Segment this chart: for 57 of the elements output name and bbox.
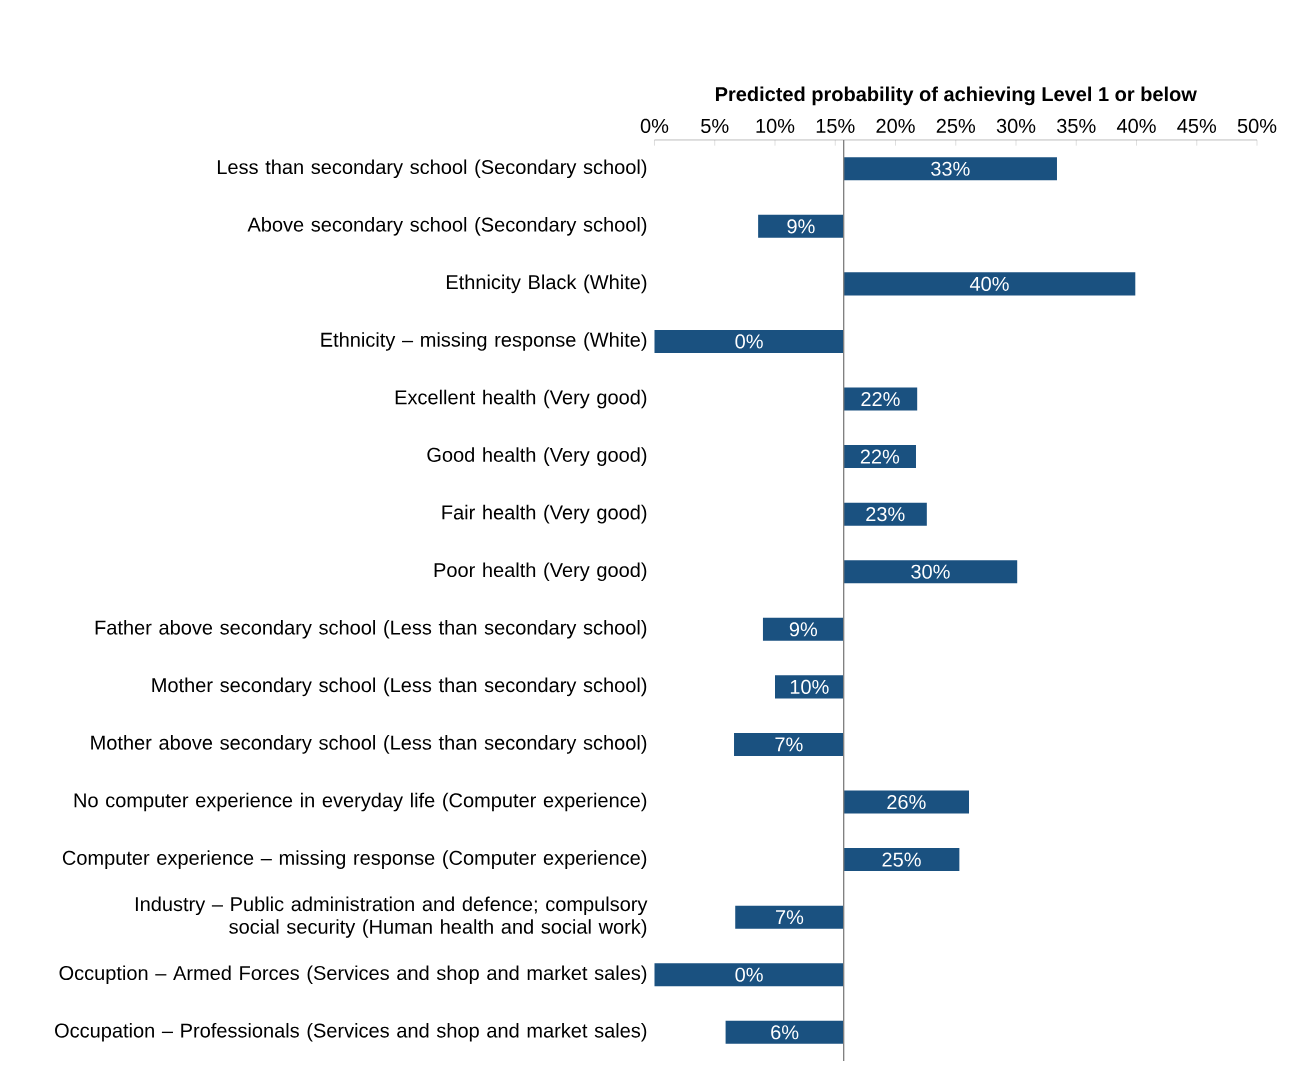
bar [843,848,960,872]
x-tick-label: 5% [701,119,729,134]
bar [762,617,844,641]
x-axis-title: Predicted probability of achieving Level 1 or below [715,86,1197,106]
y-tick-label: Mother secondary school (Less than secondary school) [152,677,647,697]
data-label: 9% [789,622,818,637]
bar [725,1020,844,1044]
y-tick-label: Ethnicity Black (White) [446,274,647,294]
x-tick-label: 15% [816,119,855,134]
bar [843,790,970,814]
data-label: 9% [787,219,815,234]
y-tick-label: No computer experience in everyday life (Computer experience) [74,792,647,812]
y-tick-label: Fair health (Very good) [442,504,647,524]
x-tick-label: 40% [1116,119,1156,134]
bar [843,272,1136,296]
bar [654,963,844,987]
bar [735,905,844,929]
y-tick-label: Excellent health (Very good) [395,389,647,409]
x-tick-label: 50% [1237,119,1277,134]
x-tick-label: 10% [756,119,795,134]
x-tick-label: 0% [640,119,669,134]
data-label: 10% [790,679,829,695]
x-tick-label: 25% [936,119,976,134]
data-label: 0% [735,334,763,349]
y-tick-label: Good health (Very good) [427,447,647,467]
bar [758,214,844,238]
x-tick-label: 20% [876,119,915,134]
x-tick-label: 35% [1057,119,1096,134]
data-label: 40% [969,276,1009,292]
x-tick-label: 30% [996,119,1036,134]
y-tick-label: Less than secondary school (Secondary school) [217,159,647,179]
data-label: 7% [776,910,804,925]
y-tick-label: Computer experience – missing response (Computer experience) [62,850,647,870]
bar [843,157,1057,181]
y-tick-label: Poor health (Very good) [434,562,647,582]
y-tick-label: Ethnicity – missing response (White) [321,332,647,351]
bar [734,733,844,757]
data-label: 30% [911,564,950,579]
data-label: 23% [866,507,905,522]
y-tick-label: Occuption – Armed Forces (Services and shop and market sales) [59,965,647,985]
bar [843,560,1018,584]
y-tick-label: Father above secondary school (Less than secondary school) [95,620,647,639]
y-tick-label: Mother above secondary school (Less than secondary school) [91,735,647,754]
y-tick-label: Occupation – Professionals (Services and shop and market sales) [55,1023,647,1042]
data-label: 6% [771,1025,799,1040]
data-label: 26% [887,795,926,810]
y-tick-label: Above secondary school (Secondary school) [247,217,647,236]
data-label: 25% [882,852,921,867]
bar [843,502,927,526]
data-label: 0% [735,967,763,982]
x-tick-label: 45% [1177,119,1217,134]
data-label: 33% [931,161,970,176]
y-tick-label: Industry – Public administration and defence; compulsory social security (Human health and social work) [135,896,648,938]
data-label: 22% [860,449,900,464]
data-label: 7% [775,737,803,752]
bar [654,330,844,354]
data-label: 22% [861,392,900,407]
